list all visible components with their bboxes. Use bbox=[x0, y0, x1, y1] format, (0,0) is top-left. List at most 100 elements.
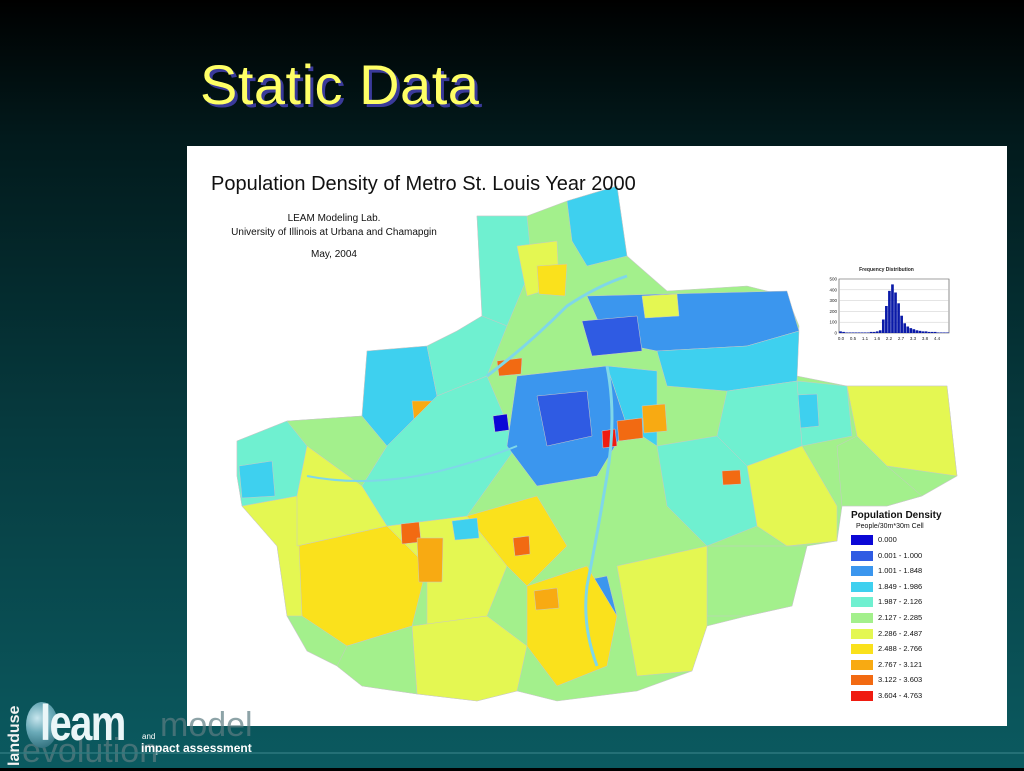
histogram-bar bbox=[936, 332, 940, 333]
histogram-bar bbox=[845, 332, 848, 333]
legend-item: 2.127 - 2.285 bbox=[851, 611, 1001, 627]
histogram-bar bbox=[839, 331, 842, 333]
legend-list: 0.000 0.001 - 1.000 1.001 - 1.848 1.849 - 1… bbox=[851, 533, 1001, 705]
legend-swatch bbox=[851, 628, 873, 639]
histogram-bar bbox=[946, 332, 949, 333]
histogram-bar bbox=[903, 323, 907, 333]
logo-globe-icon bbox=[26, 702, 58, 748]
histogram-x-tick: 3.3 bbox=[910, 336, 917, 341]
legend-swatch bbox=[851, 690, 873, 701]
logo-and-text: and bbox=[142, 732, 156, 741]
legend-swatch bbox=[851, 612, 873, 623]
frequency-distribution-chart: Frequency Distribution 500 400 300 200 100 0 0… bbox=[819, 267, 954, 351]
map-title: Population Density of Metro St. Louis Ye… bbox=[211, 173, 636, 195]
histogram-y-tick: 300 bbox=[829, 298, 837, 303]
footer-divider bbox=[0, 752, 1024, 754]
histogram-bar bbox=[848, 332, 852, 333]
credit-line-lab: LEAM Modeling Lab. bbox=[287, 213, 381, 224]
histogram-title: Frequency Distribution bbox=[859, 267, 914, 273]
credit-line-university: University of Illinois at Urbana and Cha… bbox=[231, 227, 437, 238]
legend-item: 0.000 bbox=[851, 533, 1001, 549]
legend-item: 2.286 - 2.487 bbox=[851, 627, 1001, 643]
leam-logo: model evolution leam and impact assessme… bbox=[0, 688, 280, 770]
legend-label: 0.001 - 1.000 bbox=[878, 550, 923, 560]
legend-swatch bbox=[851, 644, 873, 655]
histogram-bar bbox=[943, 332, 946, 333]
legend-label: 2.767 - 3.121 bbox=[878, 659, 923, 669]
histogram-bar bbox=[924, 331, 928, 333]
histogram-y-tick: 400 bbox=[829, 287, 837, 292]
legend-label: 2.127 - 2.285 bbox=[878, 612, 923, 622]
histogram-bar bbox=[940, 332, 943, 333]
legend-label: 3.122 - 3.603 bbox=[878, 675, 923, 685]
histogram-bar bbox=[918, 330, 922, 333]
legend-label: 1.987 - 2.126 bbox=[878, 597, 923, 607]
histogram-bar bbox=[872, 331, 876, 333]
histogram-x-tick: 0.5 bbox=[850, 336, 857, 341]
histogram-bar bbox=[927, 331, 931, 333]
legend-swatch bbox=[851, 675, 873, 686]
legend-swatch bbox=[851, 550, 873, 561]
legend-label: 3.604 - 4.763 bbox=[878, 690, 923, 700]
legend-label: 2.488 - 2.766 bbox=[878, 644, 923, 654]
histogram-bar bbox=[863, 332, 867, 333]
histogram-bar bbox=[857, 332, 861, 333]
logo-impact-text: impact assessment bbox=[141, 741, 252, 755]
histogram-bar bbox=[900, 315, 903, 333]
histogram-bar bbox=[878, 330, 882, 333]
legend-label: 1.001 - 1.848 bbox=[878, 566, 923, 576]
histogram-y-tick: 0 bbox=[834, 331, 837, 336]
legend-swatch bbox=[851, 597, 873, 608]
histogram-x-tick: 1.6 bbox=[874, 336, 881, 341]
histogram-bar bbox=[891, 284, 894, 333]
histogram-bar bbox=[854, 332, 858, 333]
histogram-bar bbox=[860, 332, 864, 333]
legend-item: 1.001 - 1.848 bbox=[851, 564, 1001, 580]
histogram-plot: 500 400 300 200 100 00.0 0.5 1.1 1.6 2.2 2.7 3.3 3.8… bbox=[829, 277, 950, 341]
histogram-x-tick: 4.4 bbox=[934, 336, 941, 341]
histogram-bar bbox=[869, 331, 873, 333]
histogram-x-tick: 0.0 bbox=[838, 336, 845, 341]
histogram-bar bbox=[933, 331, 937, 333]
legend-swatch bbox=[851, 566, 873, 577]
histogram-bar bbox=[915, 330, 919, 333]
legend-item: 1.987 - 2.126 bbox=[851, 595, 1001, 611]
legend-item: 3.122 - 3.603 bbox=[851, 673, 1001, 689]
histogram-y-tick: 500 bbox=[829, 277, 837, 282]
logo-model-text: model bbox=[160, 706, 253, 744]
logo-leam-text: leam bbox=[40, 695, 126, 751]
histogram-bar bbox=[842, 331, 845, 333]
legend-item: 3.604 - 4.763 bbox=[851, 689, 1001, 705]
slide-title: Static Data bbox=[200, 53, 480, 116]
histogram-x-tick: 1.1 bbox=[862, 336, 869, 341]
map-date: May, 2004 bbox=[311, 249, 357, 260]
histogram-bar bbox=[909, 328, 913, 333]
histogram-bar bbox=[912, 329, 916, 333]
legend-title: Population Density bbox=[851, 510, 942, 521]
histogram-x-tick: 2.7 bbox=[898, 336, 905, 341]
legend-swatch bbox=[851, 535, 873, 545]
map-legend: Population Density People/30m*30m Cell 0… bbox=[851, 510, 1001, 705]
logo-landuse-text: landuse bbox=[6, 705, 23, 766]
histogram-bar bbox=[894, 292, 897, 333]
map-figure: Population Density of Metro St. Louis Ye… bbox=[187, 146, 1007, 726]
legend-label: 2.286 - 2.487 bbox=[878, 628, 923, 638]
legend-item: 2.767 - 3.121 bbox=[851, 658, 1001, 674]
histogram-bar bbox=[875, 331, 879, 333]
legend-item: 1.849 - 1.986 bbox=[851, 580, 1001, 596]
histogram-bar bbox=[921, 331, 925, 333]
histogram-x-tick: 3.8 bbox=[922, 336, 929, 341]
histogram-y-tick: 200 bbox=[829, 309, 837, 314]
histogram-frame bbox=[838, 278, 950, 334]
histogram-bar bbox=[866, 332, 870, 333]
legend-item: 2.488 - 2.766 bbox=[851, 642, 1001, 658]
histogram-bar bbox=[851, 332, 855, 333]
histogram-bar bbox=[930, 331, 934, 333]
legend-label: 1.849 - 1.986 bbox=[878, 581, 923, 591]
legend-swatch bbox=[851, 659, 873, 670]
legend-label: 0.000 bbox=[878, 535, 897, 544]
map-credits: LEAM Modeling Lab. University of Illinoi… bbox=[223, 212, 445, 262]
legend-subtitle: People/30m*30m Cell bbox=[856, 523, 924, 530]
histogram-y-tick: 100 bbox=[829, 320, 837, 325]
histogram-bar bbox=[885, 306, 888, 333]
